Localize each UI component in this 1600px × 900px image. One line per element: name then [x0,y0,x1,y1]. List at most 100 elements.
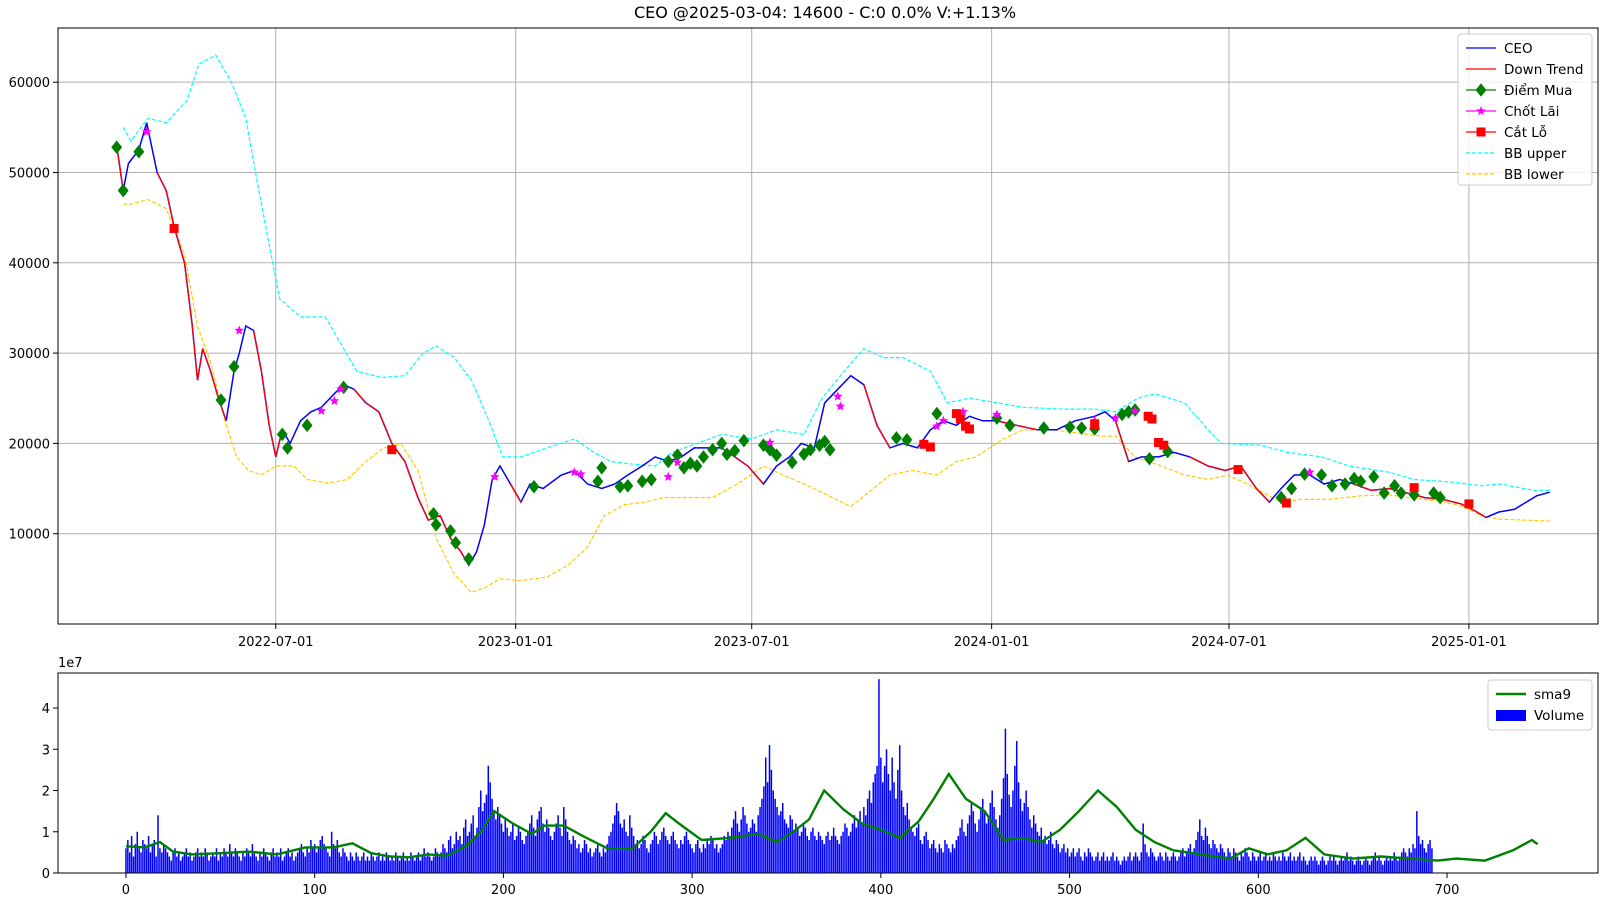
volume-bar [298,848,301,873]
volume-bar [1353,864,1356,873]
volume-bar [1344,856,1346,873]
buy-point-marker [819,434,831,449]
volume-bar [287,848,289,873]
volume-bar [1040,827,1043,873]
volume-bar [151,844,154,873]
volume-bar [598,852,601,873]
volume-bar [698,848,701,873]
volume-bar [338,852,340,873]
volume-bar [1372,856,1375,873]
volume-bar [302,852,305,873]
volume-bar [517,827,520,873]
buy-point-marker [1339,477,1351,491]
buy-point-marker [596,460,608,475]
buy-point-marker [1316,468,1327,482]
volume-bar [379,860,382,873]
volume-bar [1408,848,1411,873]
volume-bar [1336,864,1339,873]
x-tick-label: 2024-07-01 [1191,635,1267,650]
volume-bar [1002,778,1005,873]
volume-bar [1317,864,1320,873]
volume-bar [689,844,691,873]
volume-bar [1202,840,1205,873]
volume-bar [1151,852,1154,873]
volume-bar [906,802,909,873]
volume-bar [1383,860,1386,873]
volume-bar [170,860,172,873]
volume-bar [553,831,556,873]
volume-bar [185,848,188,873]
legend-label: sma9 [1534,687,1571,703]
volume-bar [1149,848,1152,873]
volume-bar [204,848,206,873]
legend-label: BB upper [1504,146,1567,162]
volume-bar [546,819,548,873]
volume-bar [276,852,278,873]
volume-bar [800,831,803,873]
volume-bar [1274,856,1277,873]
volume-bar [1091,856,1093,873]
volume-bar [995,819,997,873]
volume-bar [1051,844,1054,873]
volume-bar [893,782,895,873]
take-profit-marker [329,396,340,405]
volume-bar [704,848,707,873]
volume-bar [1106,856,1109,873]
volume-bar [544,831,546,873]
volume-bar [600,856,603,873]
volume-bar [963,831,965,873]
volume-bar [347,860,350,873]
volume-bar [195,852,197,873]
volume-bar [774,798,776,873]
volume-bar [680,840,682,873]
volume-bar [764,757,767,873]
volume-bar [1187,848,1190,873]
volume-bar [1029,819,1031,873]
volume-bar [932,840,935,873]
volume-bar [1036,831,1039,873]
volume-bar [1257,856,1260,873]
volume-bar [527,831,529,873]
volume-bar [519,831,522,873]
volume-chart-legend: sma9 Volume [1487,679,1593,731]
volume-bar [634,844,637,873]
volume-bar [593,852,595,873]
volume-bar [1006,774,1009,873]
volume-bar [636,840,639,873]
volume-bar [489,782,491,873]
buy-point-marker [215,393,227,407]
volume-bar [393,860,395,873]
take-profit-marker [141,126,152,136]
volume-bar [819,835,822,873]
volume-bar [923,835,926,873]
volume-bar [440,852,442,873]
volume-bar [838,844,841,873]
volume-bar [1295,860,1297,873]
volume-bar [810,831,812,873]
volume-bar [632,835,635,873]
volume-bar [549,835,552,873]
stop-loss-marker [955,414,965,424]
volume-bar [508,835,510,873]
volume-bar [1389,856,1392,873]
volume-bar [595,848,597,873]
volume-bar [315,852,318,873]
volume-bar [206,852,208,873]
volume-y-axis: 0 1 2 3 4 [42,702,58,882]
volume-bar [253,852,256,873]
volume-bar [655,835,658,873]
volume-bar [574,840,576,873]
volume-bar [610,831,612,873]
volume-bar [651,840,654,873]
volume-bar [672,831,674,873]
volume-bar [1025,790,1027,873]
volume-bar [1357,856,1360,873]
volume-bar [1048,840,1050,873]
volume-bar [921,844,924,873]
y-tick-label: 60000 [9,76,50,91]
volume-bar [529,823,531,873]
volume-bar [342,848,344,873]
volume-bar [470,823,473,873]
price-chart-legend: CEO Down Trend Điểm Mua Chốt Lãi Cắt Lỗ BB up… [1457,33,1593,186]
volume-bar [374,860,376,873]
